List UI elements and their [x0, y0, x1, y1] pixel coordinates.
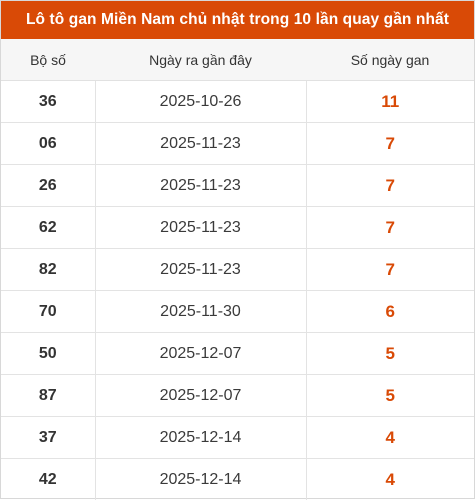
bo-so-cell: 87	[1, 375, 95, 417]
table-header: Bộ số Ngày ra gần đây Số ngày gan	[1, 39, 474, 81]
so-ngay-gan-cell: 7	[306, 123, 474, 165]
bo-so-cell: 06	[1, 123, 95, 165]
table-row: 42 2025-12-14 4	[1, 459, 474, 500]
ngay-ra-cell: 2025-12-07	[95, 333, 306, 375]
so-ngay-gan-cell: 11	[306, 81, 474, 123]
table-body: 36 2025-10-26 11 06 2025-11-23 7 26 2025…	[1, 81, 474, 500]
bo-so-cell: 42	[1, 459, 95, 500]
lo-gan-table: Bộ số Ngày ra gần đây Số ngày gan 36 202…	[1, 39, 474, 500]
header-bo-so: Bộ số	[1, 39, 95, 81]
ngay-ra-cell: 2025-12-14	[95, 417, 306, 459]
table-row: 62 2025-11-23 7	[1, 207, 474, 249]
ngay-ra-cell: 2025-11-23	[95, 123, 306, 165]
so-ngay-gan-cell: 4	[306, 417, 474, 459]
table-row: 70 2025-11-30 6	[1, 291, 474, 333]
table-row: 36 2025-10-26 11	[1, 81, 474, 123]
table-row: 37 2025-12-14 4	[1, 417, 474, 459]
table-title: Lô tô gan Miền Nam chủ nhật trong 10 lần…	[1, 1, 474, 39]
bo-so-cell: 70	[1, 291, 95, 333]
header-row: Bộ số Ngày ra gần đây Số ngày gan	[1, 39, 474, 81]
ngay-ra-cell: 2025-11-23	[95, 165, 306, 207]
so-ngay-gan-cell: 5	[306, 333, 474, 375]
bo-so-cell: 36	[1, 81, 95, 123]
table-row: 87 2025-12-07 5	[1, 375, 474, 417]
ngay-ra-cell: 2025-12-07	[95, 375, 306, 417]
ngay-ra-cell: 2025-10-26	[95, 81, 306, 123]
so-ngay-gan-cell: 7	[306, 249, 474, 291]
table-row: 26 2025-11-23 7	[1, 165, 474, 207]
so-ngay-gan-cell: 6	[306, 291, 474, 333]
bo-so-cell: 62	[1, 207, 95, 249]
so-ngay-gan-cell: 7	[306, 207, 474, 249]
ngay-ra-cell: 2025-12-14	[95, 459, 306, 500]
so-ngay-gan-cell: 5	[306, 375, 474, 417]
table-row: 50 2025-12-07 5	[1, 333, 474, 375]
ngay-ra-cell: 2025-11-23	[95, 249, 306, 291]
bo-so-cell: 37	[1, 417, 95, 459]
table-row: 06 2025-11-23 7	[1, 123, 474, 165]
ngay-ra-cell: 2025-11-23	[95, 207, 306, 249]
bo-so-cell: 82	[1, 249, 95, 291]
bo-so-cell: 26	[1, 165, 95, 207]
header-ngay-ra: Ngày ra gần đây	[95, 39, 306, 81]
so-ngay-gan-cell: 7	[306, 165, 474, 207]
ngay-ra-cell: 2025-11-30	[95, 291, 306, 333]
bo-so-cell: 50	[1, 333, 95, 375]
header-so-ngay-gan: Số ngày gan	[306, 39, 474, 81]
table-row: 82 2025-11-23 7	[1, 249, 474, 291]
so-ngay-gan-cell: 4	[306, 459, 474, 500]
